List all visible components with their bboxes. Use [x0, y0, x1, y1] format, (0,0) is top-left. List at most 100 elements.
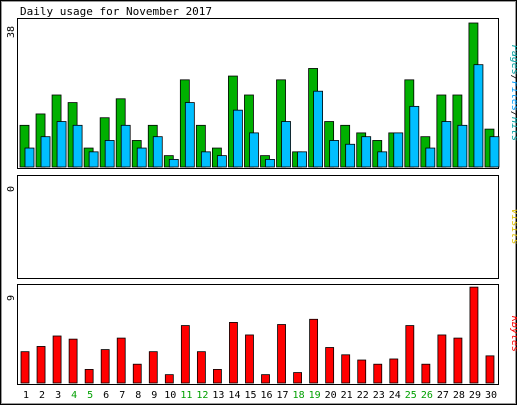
bar-files-14 — [233, 109, 243, 168]
bar-kbytes-2 — [36, 346, 46, 384]
bar-files-28 — [457, 124, 468, 168]
bar-files-7 — [120, 124, 131, 168]
bar-kbytes-14 — [229, 322, 238, 384]
x-tick-label: 21 — [341, 390, 353, 401]
bar-kbytes-28 — [453, 337, 463, 384]
bar-kbytes-9 — [148, 351, 158, 384]
bar-kbytes-15 — [245, 334, 254, 384]
bar-kbytes-19 — [309, 318, 319, 384]
bar-kbytes-27 — [437, 334, 447, 384]
legend-entry: Pages — [509, 45, 517, 75]
x-tick-label: 24 — [389, 390, 401, 401]
bar-files-26 — [425, 147, 436, 168]
chart-title: Daily usage for November 2017 — [20, 5, 212, 18]
plot-frame — [17, 284, 499, 385]
bar-kbytes-26 — [421, 363, 431, 384]
bar-kbytes-25 — [405, 325, 415, 384]
bar-files-16 — [265, 159, 275, 168]
bar-kbytes-13 — [213, 369, 222, 384]
bar-files-17 — [281, 121, 291, 168]
bar-files-1 — [24, 147, 35, 168]
bar-files-2 — [40, 136, 51, 168]
bar-kbytes-23 — [373, 363, 383, 384]
bar-kbytes-5 — [84, 369, 94, 384]
x-tick-label: 3 — [55, 390, 61, 401]
bar-kbytes-18 — [293, 372, 302, 384]
x-tick-label: 8 — [135, 390, 141, 401]
bar-kbytes-11 — [180, 325, 190, 384]
bar-files-11 — [184, 102, 195, 168]
x-tick-label: 12 — [196, 390, 208, 401]
bar-kbytes-17 — [277, 324, 286, 384]
x-tick-label: 20 — [325, 390, 337, 401]
bar-kbytes-30 — [485, 355, 495, 384]
bar-hits-15 — [244, 94, 254, 168]
y-max-label: 0 — [6, 186, 17, 192]
bar-files-21 — [345, 143, 356, 168]
bar-files-9 — [152, 136, 163, 168]
x-tick-label: 15 — [244, 390, 256, 401]
bar-kbytes-3 — [52, 335, 62, 384]
x-tick-label: 1 — [23, 390, 29, 401]
bar-files-27 — [441, 121, 452, 168]
x-tick-label: 23 — [373, 390, 385, 401]
x-tick-label: 30 — [485, 390, 497, 401]
bar-files-29 — [473, 64, 484, 168]
bar-files-22 — [361, 136, 372, 168]
legend-entry: Files — [509, 81, 517, 111]
bar-kbytes-6 — [100, 349, 110, 384]
bar-files-4 — [72, 124, 83, 168]
bar-files-24 — [393, 132, 404, 168]
bar-files-20 — [329, 140, 340, 168]
bar-files-13 — [216, 155, 227, 168]
x-tick-label: 17 — [277, 390, 289, 401]
panel-legend-label: Pages/Files/Hits — [509, 45, 517, 141]
bar-kbytes-12 — [196, 351, 206, 384]
bar-files-30 — [489, 136, 500, 168]
bar-files-6 — [104, 140, 115, 168]
bar-hits-12 — [195, 124, 206, 168]
y-max-label: 9 — [6, 295, 17, 301]
x-tick-label: 14 — [228, 390, 240, 401]
legend-entry: Visits — [509, 208, 517, 244]
x-tick-label: 13 — [212, 390, 224, 401]
bar-files-23 — [377, 151, 388, 168]
x-tick-label: 9 — [151, 390, 157, 401]
bar-files-18 — [297, 151, 307, 168]
x-tick-label: 4 — [71, 390, 77, 401]
x-tick-label: 18 — [293, 390, 305, 401]
panel-2: 0 Visits — [6, 175, 517, 279]
x-tick-label: 29 — [469, 390, 481, 401]
bar-hits-1 — [19, 124, 30, 168]
legend-entry: KBytes — [509, 315, 517, 352]
x-tick-label: 22 — [357, 390, 369, 401]
bar-kbytes-16 — [261, 374, 270, 384]
bar-kbytes-8 — [132, 363, 142, 384]
bar-files-19 — [313, 90, 324, 168]
x-tick-label: 25 — [405, 390, 417, 401]
bar-kbytes-10 — [164, 374, 174, 384]
x-tick-label: 7 — [119, 390, 125, 401]
bar-kbytes-20 — [325, 347, 335, 384]
x-tick-label: 26 — [421, 390, 433, 401]
bar-kbytes-22 — [357, 359, 367, 384]
legend-entry: Hits — [509, 116, 517, 141]
x-axis-labels: 1 2 3 4 5 6 7 8 9 10 11 12 13 14 15 16 17 18 19 20 21 22 23 24 2… — [23, 390, 497, 401]
bar-files-8 — [136, 147, 147, 168]
x-tick-label: 11 — [180, 390, 192, 401]
plot-frame — [17, 175, 499, 279]
legend-entry: / — [509, 111, 517, 117]
x-tick-label: 5 — [87, 390, 93, 401]
bar-files-5 — [88, 151, 99, 168]
x-tick-label: 16 — [260, 390, 272, 401]
y-max-label: 38 — [6, 26, 17, 38]
bar-kbytes-29 — [469, 286, 479, 384]
bar-kbytes-7 — [116, 337, 126, 384]
bar-kbytes-1 — [20, 351, 30, 384]
bar-files-12 — [200, 151, 211, 168]
bar-files-10 — [168, 159, 179, 168]
bar-files-3 — [56, 121, 67, 168]
